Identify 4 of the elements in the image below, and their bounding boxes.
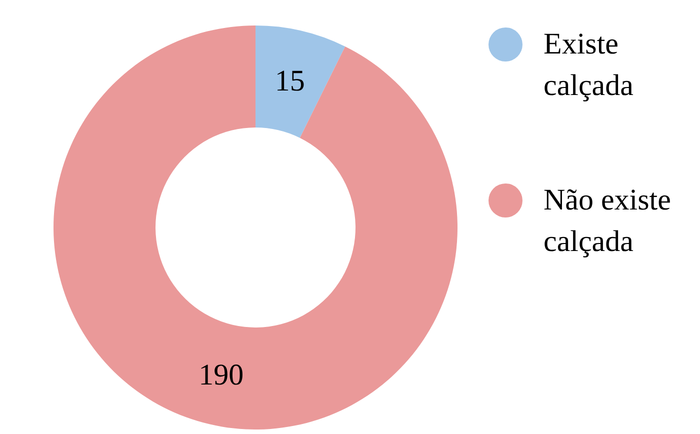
data-label: 15 bbox=[274, 64, 305, 98]
legend-label: Não existe calçada bbox=[544, 184, 671, 258]
legend-label: Existe calçada bbox=[544, 28, 634, 102]
data-label: 190 bbox=[198, 358, 244, 392]
